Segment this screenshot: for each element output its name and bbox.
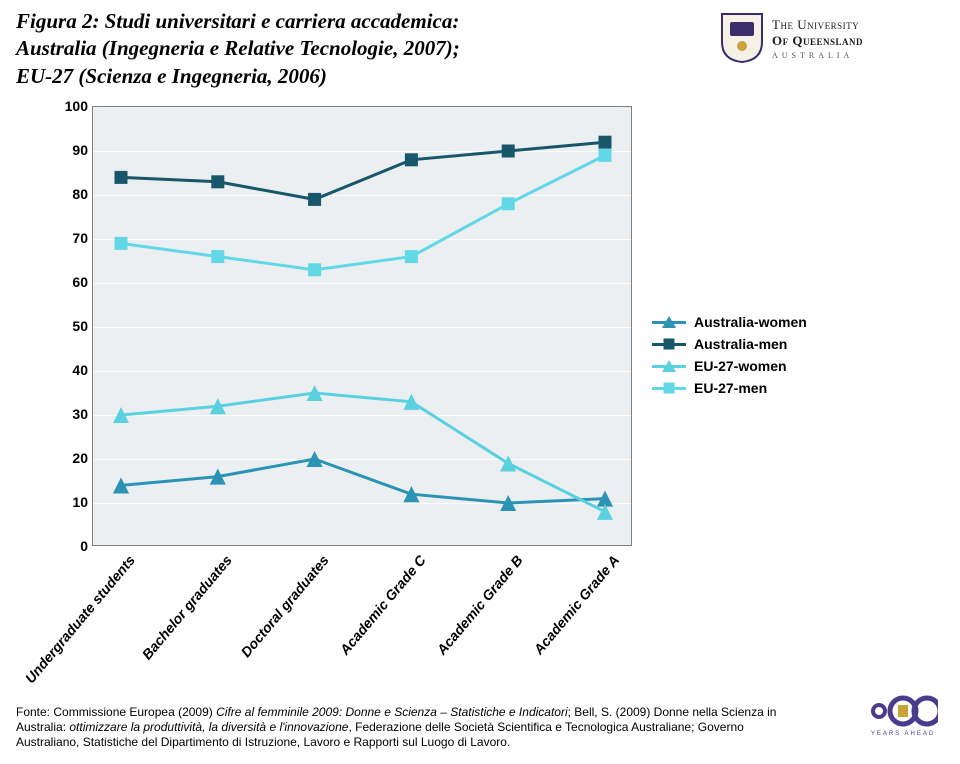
xtick-label: Undergraduate students xyxy=(22,552,138,686)
ytick-label: 10 xyxy=(58,494,88,510)
source-ital2: ottimizzare la produttività, la diversit… xyxy=(69,720,348,734)
ytick-label: 30 xyxy=(58,406,88,422)
uq-text-1: The University xyxy=(772,17,863,33)
title-line-3: EU-27 (Scienza e Ingegneria, 2006) xyxy=(16,63,716,90)
ytick-label: 20 xyxy=(58,450,88,466)
uq-logo: The University Of Queensland AUSTRALIA xyxy=(720,12,940,64)
ytick-label: 0 xyxy=(58,538,88,554)
xtick-label: Academic Grade B xyxy=(433,552,525,658)
source-ital1: Cifre al femminile 2009: Donne e Scienza… xyxy=(216,705,568,719)
title-line-2: Australia (Ingegneria e Relative Tecnolo… xyxy=(16,35,716,62)
centenary-emblem-icon: YEARS AHEAD xyxy=(868,684,938,744)
title-line-1: Figura 2: Studi universitari e carriera … xyxy=(16,8,716,35)
ytick-label: 40 xyxy=(58,362,88,378)
crest-icon xyxy=(720,12,764,64)
line-chart: 0102030405060708090100 Undergraduate stu… xyxy=(58,106,918,676)
ytick-label: 80 xyxy=(58,186,88,202)
source-note: Fonte: Commissione Europea (2009) Cifre … xyxy=(16,705,806,750)
source-prefix: Fonte: Commissione Europea (2009) xyxy=(16,705,216,719)
xtick-label: Doctoral graduates xyxy=(238,552,332,660)
emblem-text: YEARS AHEAD xyxy=(871,731,935,737)
xtick-label: Academic Grade A xyxy=(530,552,622,657)
ytick-label: 60 xyxy=(58,274,88,290)
legend-label: Australia-men xyxy=(694,336,787,352)
ytick-label: 70 xyxy=(58,230,88,246)
uq-text-3: AUSTRALIA xyxy=(772,51,863,60)
xtick-label: Academic Grade C xyxy=(336,552,428,658)
page-title: Figura 2: Studi universitari e carriera … xyxy=(16,8,716,90)
plot-area xyxy=(92,106,632,546)
ytick-label: 90 xyxy=(58,142,88,158)
legend-label: EU-27-women xyxy=(694,358,787,374)
legend: Australia-women Australia-men EU-27-women E… xyxy=(652,314,807,402)
ytick-label: 100 xyxy=(58,98,88,114)
uq-text-2: Of Queensland xyxy=(772,33,863,49)
ytick-label: 50 xyxy=(58,318,88,334)
legend-item: EU-27-women xyxy=(652,358,807,374)
legend-item: Australia-women xyxy=(652,314,807,330)
legend-label: EU-27-men xyxy=(694,380,767,396)
legend-item: EU-27-men xyxy=(652,380,807,396)
legend-item: Australia-men xyxy=(652,336,807,352)
legend-label: Australia-women xyxy=(694,314,807,330)
xtick-label: Bachelor graduates xyxy=(139,552,235,662)
